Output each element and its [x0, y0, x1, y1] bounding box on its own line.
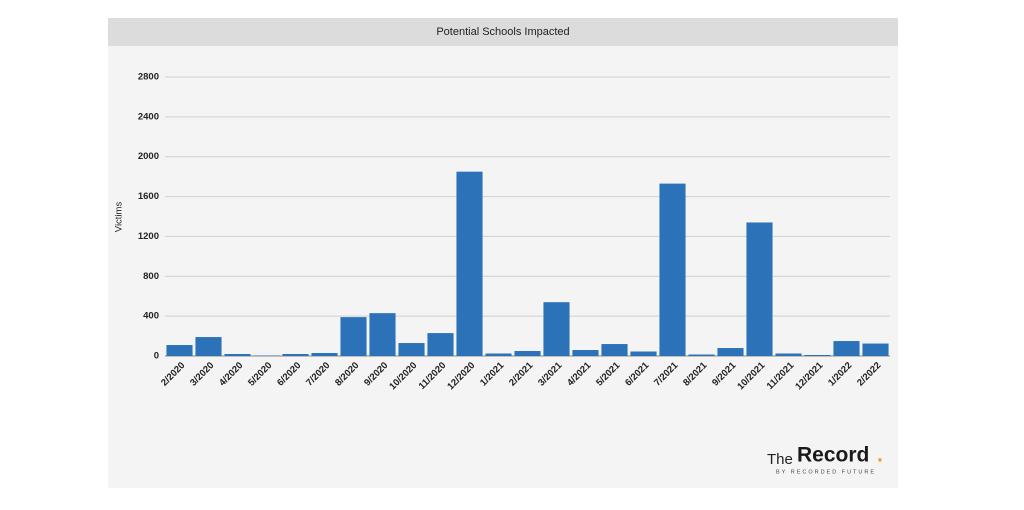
y-tick-label: 2400 — [138, 111, 159, 122]
logo-prefix: The — [767, 451, 793, 468]
bar — [601, 344, 628, 356]
y-tick-label: 2800 — [138, 72, 159, 83]
bar — [340, 317, 367, 356]
y-tick-label: 800 — [143, 271, 159, 282]
bar — [543, 302, 570, 356]
y-tick-label: 1200 — [138, 231, 159, 242]
y-tick-label: 400 — [143, 311, 159, 322]
chart-title: Potential Schools Impacted — [436, 26, 569, 38]
bar — [166, 345, 193, 356]
bar — [398, 343, 425, 356]
logo-name: Record — [797, 444, 869, 467]
bar — [833, 341, 860, 356]
bar — [427, 333, 454, 356]
logo-tagline: BY RECORDED FUTURE — [776, 469, 876, 475]
bar — [195, 337, 222, 356]
bar — [775, 353, 802, 356]
bar — [862, 343, 889, 356]
bar — [514, 351, 541, 356]
bar — [804, 355, 831, 356]
bar — [485, 353, 512, 356]
y-tick-label: 1600 — [138, 191, 159, 202]
bar — [369, 313, 396, 356]
bar — [659, 183, 686, 356]
bar — [630, 351, 657, 356]
bar — [746, 222, 773, 356]
y-tick-label: 0 — [154, 351, 159, 362]
y-tick-label: 2000 — [138, 151, 159, 162]
bar — [456, 171, 483, 356]
title-bar — [108, 18, 898, 46]
logo: The Record . BY RECORDED FUTURE — [767, 444, 883, 476]
y-axis-label: Victims — [114, 202, 125, 233]
logo-dot: . — [877, 444, 883, 467]
chart-panel — [108, 18, 898, 488]
bar — [717, 348, 744, 356]
bar — [688, 354, 715, 356]
bar — [224, 354, 251, 356]
bar — [282, 354, 309, 356]
bar — [572, 350, 599, 356]
bar — [311, 353, 338, 356]
